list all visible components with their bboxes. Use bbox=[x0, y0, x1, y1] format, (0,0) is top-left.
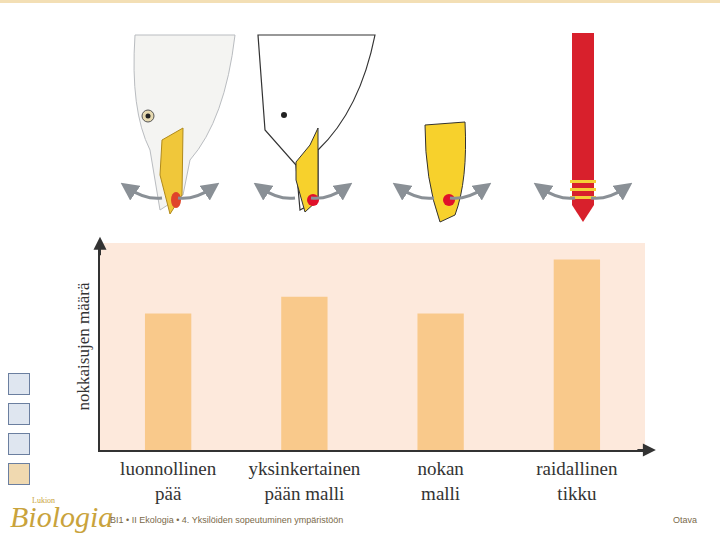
svg-text:raidallinentikku: raidallinentikku bbox=[536, 458, 618, 504]
svg-text:nokanmalli: nokanmalli bbox=[417, 458, 464, 504]
svg-text:nokkaisujen määrä: nokkaisujen määrä bbox=[74, 282, 93, 410]
html-text:BI1 • II Ekologia • 4. Yksilöi: BI1 • II Ekologia • 4. Yksilöiden sopeut… bbox=[110, 515, 344, 525]
svg-text:luonnollinenpää: luonnollinenpää bbox=[120, 458, 217, 504]
html-text:Biologia: Biologia bbox=[10, 500, 114, 533]
svg-text:yksinkertainenpään malli: yksinkertainenpään malli bbox=[248, 458, 360, 504]
html-text:Otava: Otava bbox=[673, 515, 697, 525]
html-text:Lukion: Lukion bbox=[32, 496, 56, 505]
